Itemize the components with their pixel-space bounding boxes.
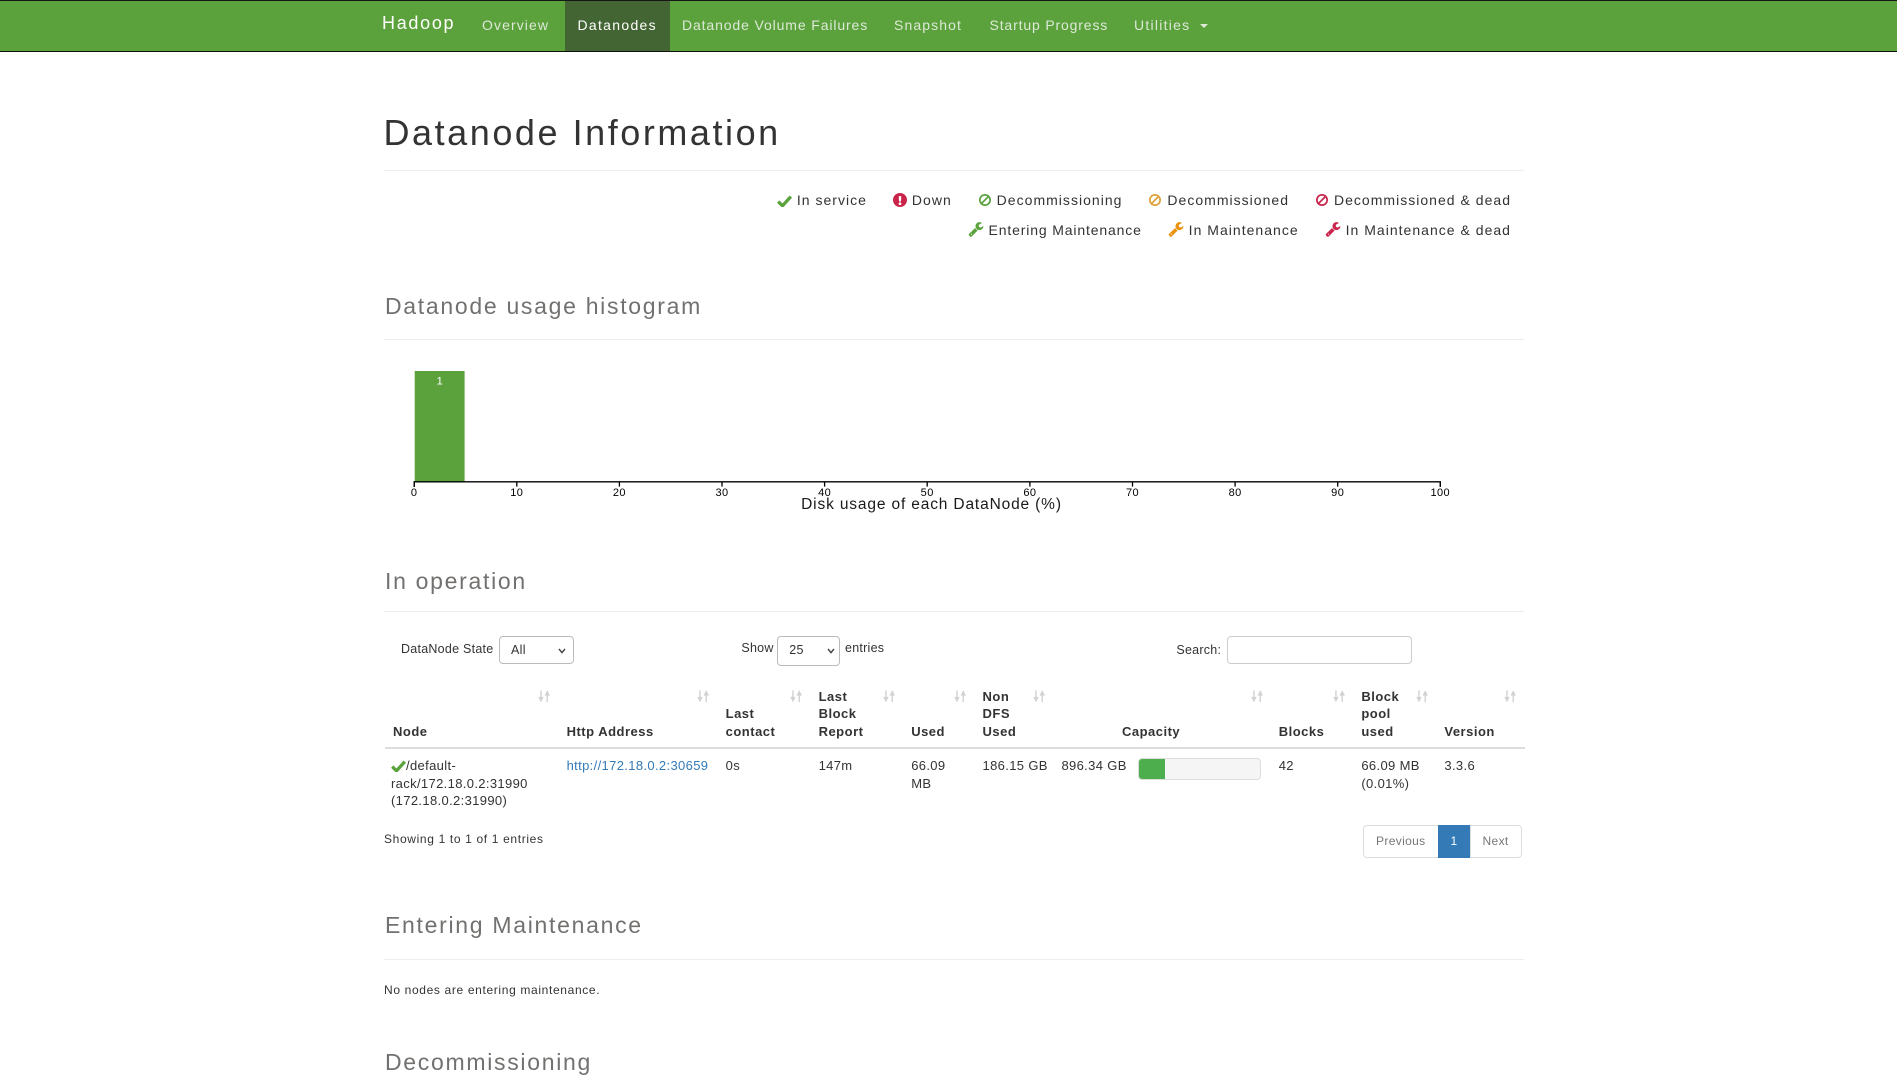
svg-text:Disk usage of each DataNode (%: Disk usage of each DataNode (%) bbox=[801, 496, 1062, 513]
svg-text:60: 60 bbox=[1023, 487, 1036, 499]
svg-text:70: 70 bbox=[1126, 487, 1139, 499]
svg-text:80: 80 bbox=[1229, 487, 1242, 499]
svg-text:100: 100 bbox=[1431, 487, 1451, 499]
svg-text:40: 40 bbox=[818, 487, 831, 499]
svg-text:10: 10 bbox=[510, 487, 523, 499]
svg-text:30: 30 bbox=[715, 487, 728, 499]
svg-text:50: 50 bbox=[921, 487, 934, 499]
svg-text:20: 20 bbox=[613, 487, 626, 499]
svg-text:1: 1 bbox=[437, 376, 443, 388]
svg-text:0: 0 bbox=[411, 487, 418, 499]
svg-text:90: 90 bbox=[1331, 487, 1344, 499]
